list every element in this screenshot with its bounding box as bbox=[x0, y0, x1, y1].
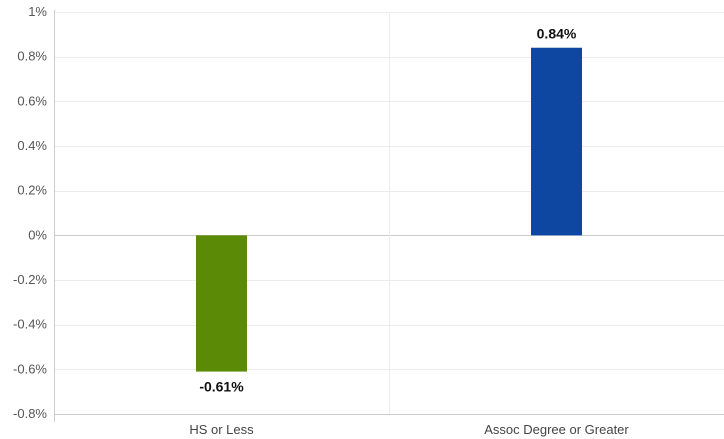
y-tick-label: 1% bbox=[28, 4, 47, 19]
bar bbox=[196, 235, 247, 372]
x-tick-label: HS or Less bbox=[189, 422, 254, 437]
data-label: 0.84% bbox=[537, 26, 577, 42]
bar bbox=[531, 47, 582, 236]
y-tick-label: 0.4% bbox=[17, 138, 47, 153]
y-tick-label: -0.8% bbox=[13, 406, 47, 421]
y-tick-label: -0.6% bbox=[13, 361, 47, 376]
y-tick-label: 0.8% bbox=[17, 49, 47, 64]
x-tick-label: Assoc Degree or Greater bbox=[484, 422, 629, 437]
y-tick-label: 0.2% bbox=[17, 183, 47, 198]
y-tick-label: 0% bbox=[28, 227, 47, 242]
data-label: -0.61% bbox=[199, 379, 244, 395]
y-tick-label: -0.4% bbox=[13, 317, 47, 332]
y-tick-label: -0.2% bbox=[13, 272, 47, 287]
y-tick-label: 0.6% bbox=[17, 93, 47, 108]
